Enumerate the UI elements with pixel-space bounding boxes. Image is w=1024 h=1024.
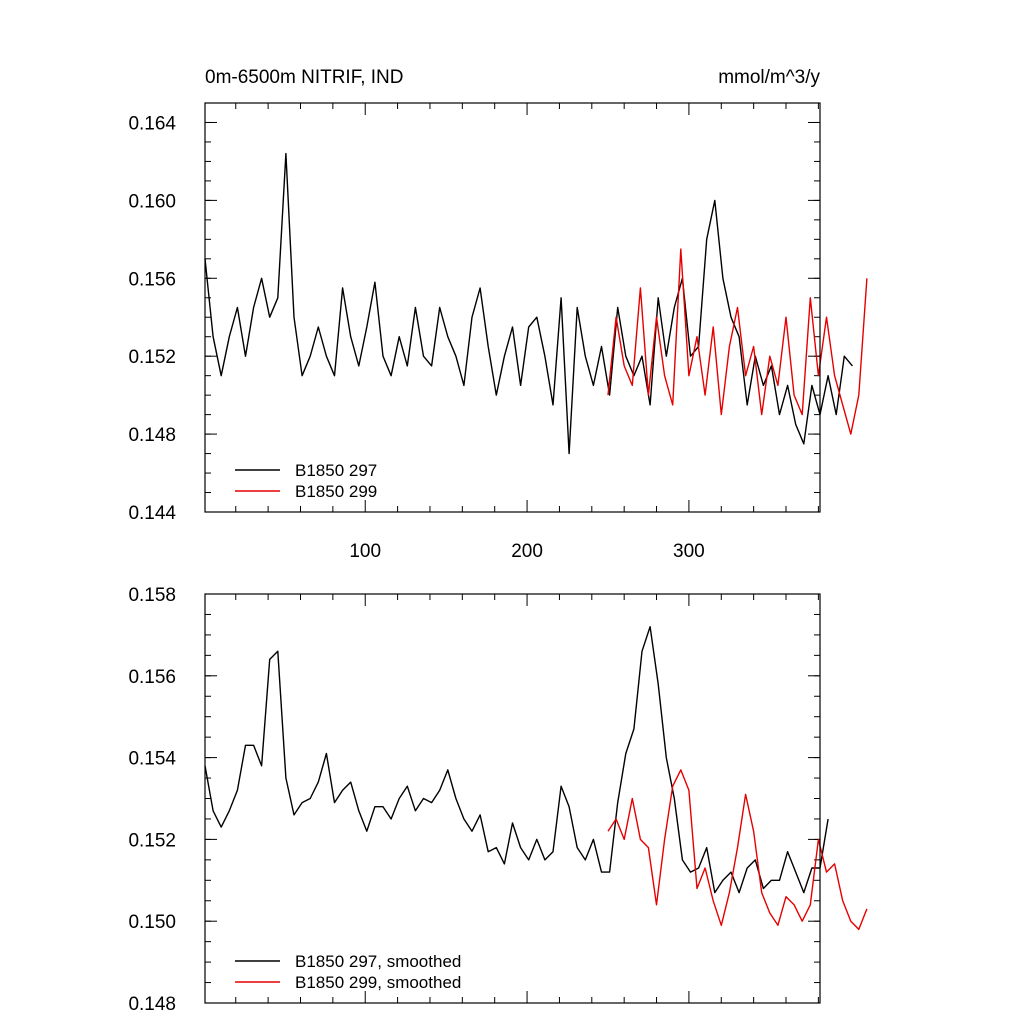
y-tick-label: 0.164 <box>128 113 176 134</box>
plot-frame-top <box>204 102 821 513</box>
legend-bottom: B1850 297, smoothed B1850 299, smoothed <box>235 952 461 992</box>
y-tick-label: 0.144 <box>128 503 176 524</box>
y-tick-label: 0.148 <box>128 425 176 446</box>
series-line-b1850-299-smoothed <box>607 769 868 931</box>
y-tick-label: 0.158 <box>128 585 176 606</box>
legend-label-299-smoothed: B1850 299, smoothed <box>295 973 461 992</box>
x-tick-label: 100 <box>349 541 381 562</box>
series-line-b1850-297-smoothed <box>204 626 829 894</box>
axis-ticks-bottom: 0.148 0.150 0.152 0.154 0.156 0.158 <box>128 585 820 1015</box>
y-tick-label: 0.148 <box>128 994 176 1015</box>
x-tick-label: 300 <box>673 541 705 562</box>
chart-title-units: mmol/m^3/y <box>718 67 820 88</box>
y-tick-label: 0.156 <box>128 269 176 290</box>
series-line-b1850-297 <box>204 152 853 455</box>
plot-frame-bottom <box>204 593 821 1004</box>
panel-top: 0m-6500m NITRIF, IND mmol/m^3/y 0.1440.1… <box>128 67 868 562</box>
y-tick-label: 0.156 <box>128 667 176 688</box>
axis-ticks-top: 0.144 0.148 0.152 0.156 0.160 0.164 100 200 300 <box>128 102 820 562</box>
x-tick-label: 200 <box>511 541 543 562</box>
legend-label-297-smoothed: B1850 297, smoothed <box>295 952 461 971</box>
chart-title-left: 0m-6500m NITRIF, IND <box>205 67 403 88</box>
y-tick-label: 0.154 <box>128 749 176 770</box>
series-line-b1850-299 <box>607 248 868 435</box>
y-tick-label: 0.152 <box>128 830 176 851</box>
y-tick-label: 0.150 <box>128 912 176 933</box>
legend-top: B1850 297 B1850 299 <box>235 461 377 501</box>
panel-bottom: 0.148 0.150 0.152 0.154 0.156 0.158 B1850 297… <box>128 585 868 1015</box>
series-lines-bottom <box>204 626 868 931</box>
y-tick-label: 0.152 <box>128 347 176 368</box>
legend-label-297: B1850 297 <box>295 461 377 480</box>
series-lines-top <box>204 152 868 455</box>
y-tick-label: 0.160 <box>128 191 176 212</box>
legend-label-299: B1850 299 <box>295 482 377 501</box>
